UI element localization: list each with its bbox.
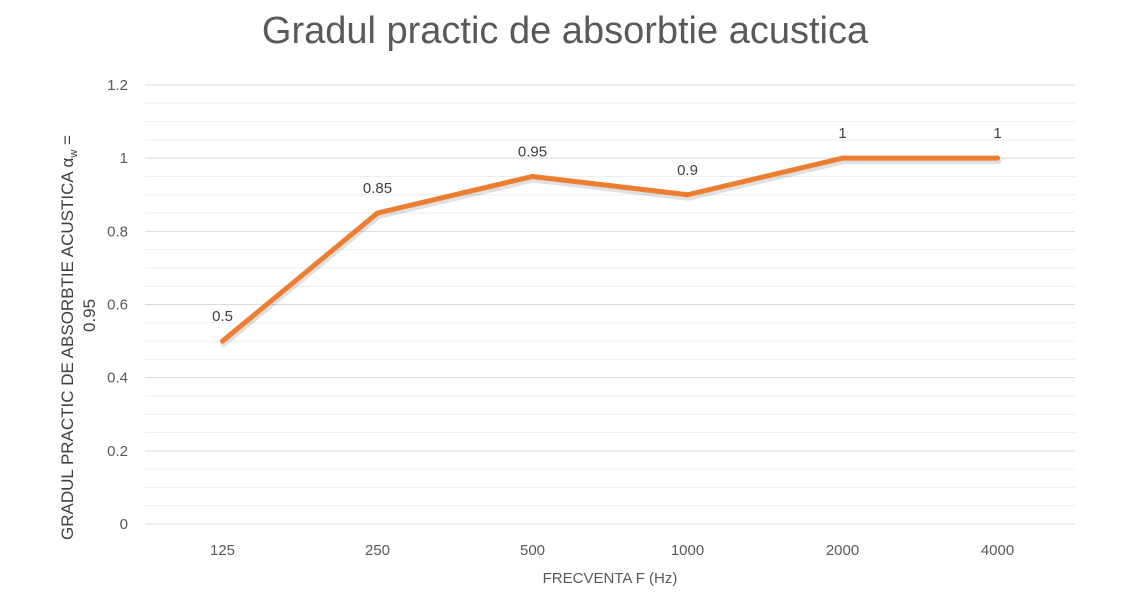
x-tick-label: 125 <box>210 542 235 559</box>
y-axis-title: GRADUL PRACTIC DE ABSORBTIE ACUSTICA αw … <box>58 135 80 540</box>
data-label: 0.9 <box>677 162 698 179</box>
data-label: 0.5 <box>212 308 233 325</box>
data-point <box>220 338 225 344</box>
data-point <box>995 155 1000 161</box>
x-tick-label: 1000 <box>671 542 704 559</box>
series-line <box>220 155 1000 344</box>
y-tick-label: 0.6 <box>107 297 128 314</box>
y-tick-label: 1.2 <box>107 77 128 94</box>
x-tick-label: 250 <box>365 542 390 559</box>
y-tick-label: 0.2 <box>107 443 128 460</box>
data-label: 0.85 <box>363 180 392 197</box>
data-label: 0.95 <box>518 143 547 160</box>
y-tick-label: 0.4 <box>107 370 128 387</box>
data-point <box>375 210 380 216</box>
data-point <box>840 155 845 161</box>
data-point <box>685 192 690 198</box>
y-tick-label: 0.8 <box>107 223 128 240</box>
data-label: 1 <box>838 125 846 142</box>
x-tick-label: 2000 <box>826 542 859 559</box>
chart-title: Gradul practic de absorbtie acustica <box>261 10 869 52</box>
y-tick-label: 1 <box>120 150 128 167</box>
data-point <box>530 173 535 179</box>
data-label: 1 <box>993 125 1001 142</box>
x-tick-label: 4000 <box>981 542 1014 559</box>
x-tick-label: 500 <box>520 542 545 559</box>
series-line-shadow <box>220 158 1002 348</box>
y-axis-title-line2: 0.95 <box>80 299 99 332</box>
x-axis-title: FRECVENTA F (Hz) <box>543 570 678 587</box>
y-tick-label: 0 <box>120 516 128 533</box>
